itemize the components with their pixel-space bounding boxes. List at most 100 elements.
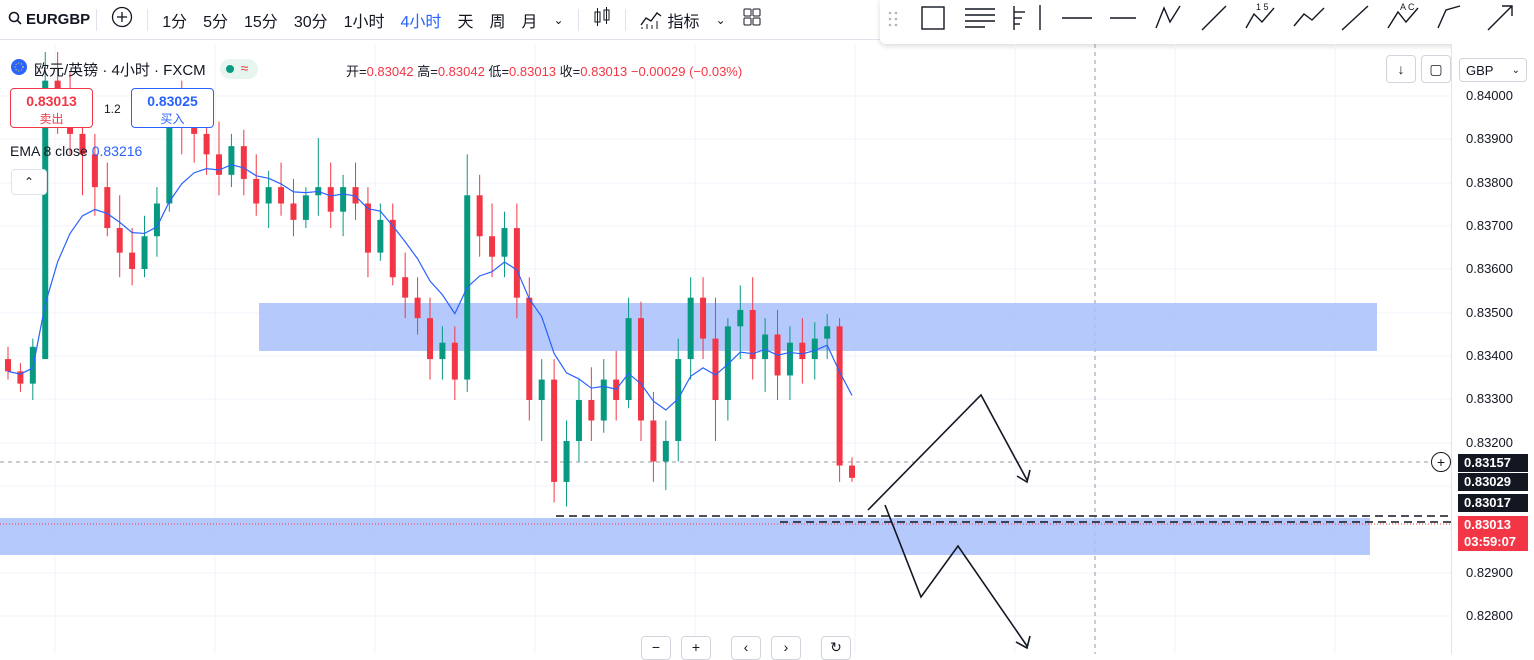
collapse-legend-button[interactable]: ⌃ bbox=[11, 169, 47, 195]
candle-body bbox=[17, 371, 24, 384]
candle-body bbox=[278, 187, 285, 204]
arrow-head bbox=[1016, 469, 1031, 484]
price-chart[interactable] bbox=[0, 44, 1451, 654]
price-tick: 0.83700 bbox=[1466, 218, 1513, 233]
divider bbox=[577, 8, 579, 31]
buy-price: 0.83025 bbox=[147, 93, 198, 109]
interval-0[interactable]: 1分 bbox=[162, 13, 188, 31]
candle-body bbox=[327, 187, 334, 212]
candle-body bbox=[216, 154, 222, 175]
interval-5[interactable]: 4小时 bbox=[400, 13, 442, 31]
open-label: 开= bbox=[346, 64, 367, 79]
ema-label: EMA 8 close bbox=[10, 143, 88, 159]
chevron-up-icon: ⌃ bbox=[23, 175, 35, 189]
price-axis[interactable] bbox=[1451, 44, 1534, 654]
chevron-left-icon: ‹ bbox=[743, 639, 749, 655]
candle-body bbox=[104, 187, 111, 229]
interval-4[interactable]: 1小时 bbox=[343, 13, 385, 31]
reset-icon: ↻ bbox=[830, 639, 842, 655]
arrow-head bbox=[1015, 635, 1031, 650]
price-tick: 0.83200 bbox=[1466, 435, 1513, 450]
interval-3[interactable]: 30分 bbox=[293, 13, 328, 31]
candle-body bbox=[625, 318, 632, 401]
candle-body bbox=[166, 113, 173, 204]
interval-8[interactable]: 月 bbox=[521, 13, 538, 31]
candle-body bbox=[439, 342, 446, 360]
low-label: 低= bbox=[488, 64, 510, 79]
status-badge[interactable]: ≈ bbox=[219, 59, 258, 79]
candle-body bbox=[253, 178, 260, 204]
candle-body bbox=[389, 219, 396, 278]
candle-body bbox=[575, 400, 582, 441]
candle-body bbox=[240, 146, 247, 179]
candle-body bbox=[786, 342, 793, 376]
candle-body bbox=[501, 228, 508, 257]
buy-button[interactable]: 0.83025 买入 bbox=[131, 88, 214, 128]
layout-grid-icon[interactable] bbox=[734, 7, 770, 32]
interval-1[interactable]: 5分 bbox=[203, 13, 228, 31]
candle-body bbox=[811, 338, 818, 360]
candle-body bbox=[588, 400, 595, 421]
candle-body bbox=[153, 203, 160, 237]
candle-body bbox=[489, 236, 496, 257]
candle-body bbox=[762, 334, 769, 360]
candle-body bbox=[600, 379, 607, 421]
price-label: 0.83013 bbox=[1458, 516, 1528, 534]
candle-body bbox=[141, 236, 148, 270]
divider bbox=[96, 8, 98, 31]
scroll-left-button[interactable]: ‹ bbox=[731, 636, 761, 660]
candle-body bbox=[551, 379, 558, 482]
add-alert-button[interactable]: + bbox=[1431, 452, 1451, 472]
interval-6[interactable]: 天 bbox=[457, 13, 474, 31]
candle-type-icon[interactable] bbox=[585, 6, 619, 33]
close-label: 收= bbox=[559, 64, 581, 79]
candle-body bbox=[427, 318, 433, 360]
sell-button[interactable]: 0.83013 卖出 bbox=[10, 88, 93, 128]
candle-body bbox=[129, 252, 136, 270]
fullscreen-button[interactable]: ▢ bbox=[1421, 55, 1451, 83]
price-tick: 0.83500 bbox=[1466, 305, 1513, 320]
currency-select[interactable]: GBP ⌄ bbox=[1459, 58, 1527, 82]
price-tick: 0.84000 bbox=[1466, 88, 1513, 103]
download-button[interactable]: ↓ bbox=[1386, 55, 1416, 83]
candle-body bbox=[526, 297, 533, 401]
high-value: 0.83042 bbox=[437, 64, 485, 79]
interval-7[interactable]: 周 bbox=[489, 13, 506, 31]
interval-2[interactable]: 15分 bbox=[244, 13, 278, 31]
ema-value: 0.83216 bbox=[91, 143, 143, 159]
compare-add-icon[interactable] bbox=[103, 6, 141, 33]
divider bbox=[147, 8, 149, 31]
spread-value: 1.2 bbox=[104, 102, 121, 116]
symbol-search[interactable]: EURGBP bbox=[0, 11, 90, 29]
candle-body bbox=[662, 440, 669, 462]
candle-body bbox=[700, 297, 707, 339]
chart-title[interactable]: 欧元/英镑 · 4小时 · FXCM bbox=[34, 61, 206, 79]
candle-body bbox=[849, 465, 855, 478]
candle-body bbox=[650, 420, 657, 462]
zoom-in-button[interactable]: + bbox=[681, 636, 711, 660]
candle-body bbox=[377, 219, 384, 253]
candle-body bbox=[42, 80, 49, 360]
symbol-name: EURGBP bbox=[26, 11, 91, 28]
candle-body bbox=[724, 326, 731, 401]
candle-body bbox=[5, 359, 11, 372]
scroll-right-button[interactable]: › bbox=[771, 636, 801, 660]
candle-body bbox=[116, 228, 123, 253]
reset-chart-button[interactable]: ↻ bbox=[821, 636, 851, 660]
zoom-out-button[interactable]: − bbox=[641, 636, 671, 660]
indicators-button[interactable]: 指标 bbox=[632, 8, 708, 32]
candle-body bbox=[265, 187, 272, 204]
candle-body bbox=[538, 379, 545, 401]
svg-text:A C: A C bbox=[1400, 2, 1415, 12]
ema-legend[interactable]: EMA 8 close 0.83216 bbox=[10, 143, 142, 159]
chevron-down-icon[interactable]: ⌄ bbox=[715, 12, 726, 27]
buy-label: 买入 bbox=[160, 112, 185, 126]
ema-line bbox=[7, 164, 853, 411]
candle-body bbox=[414, 297, 421, 319]
chevron-right-icon: › bbox=[783, 639, 789, 655]
candle-body bbox=[749, 309, 756, 360]
candle-body bbox=[203, 133, 210, 155]
candle-body bbox=[513, 228, 520, 298]
fullscreen-icon: ▢ bbox=[1429, 61, 1443, 77]
chevron-down-icon[interactable]: ⌄ bbox=[553, 12, 564, 27]
